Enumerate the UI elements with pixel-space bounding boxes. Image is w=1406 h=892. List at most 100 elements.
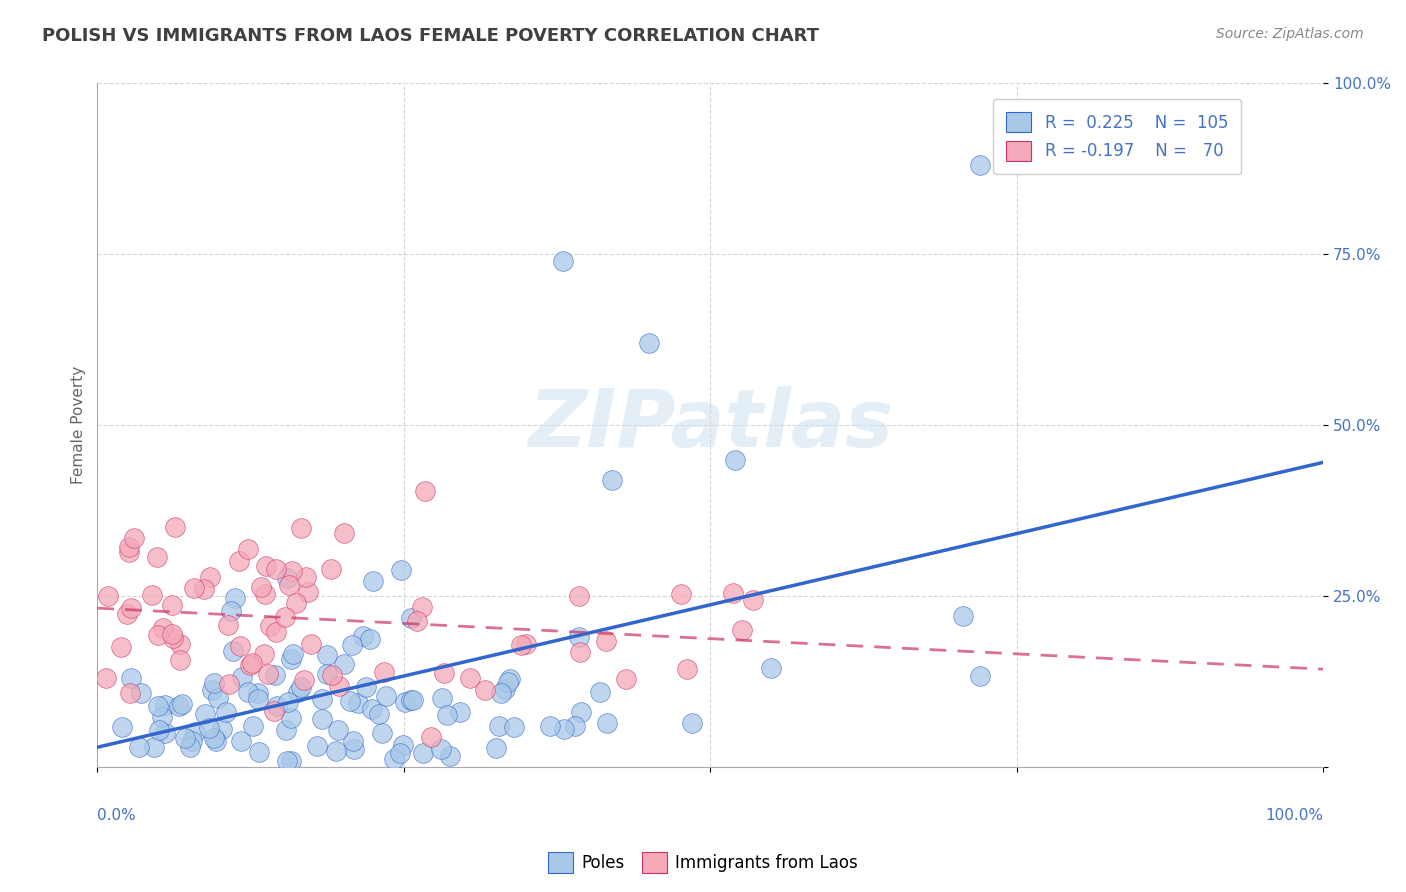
Point [538,719,561,733]
Point [311,692,333,706]
Point [290,680,312,694]
Point [264,562,287,576]
Point [430,691,453,706]
Legend: Poles, Immigrants from Laos: Poles, Immigrants from Laos [541,846,865,880]
Point [146,628,169,642]
Point [162,627,184,641]
Point [181,733,204,747]
Legend: R =  0.225    N =  105, R = -0.197    N =   70: R = 0.225 N = 105, R = -0.197 N = 70 [993,99,1241,174]
Point [128,739,150,754]
Point [202,731,225,746]
Point [155,726,177,740]
Point [148,723,170,737]
Point [122,531,145,545]
Point [198,721,221,735]
Point [231,669,253,683]
Point [412,747,434,761]
Point [347,696,370,710]
Point [295,569,318,583]
Point [553,254,575,268]
Point [388,747,411,761]
Point [263,704,285,718]
Point [389,563,412,577]
Point [436,708,458,723]
Point [198,569,221,583]
Point [420,731,443,745]
Point [242,719,264,733]
Point [368,707,391,722]
Point [280,651,302,665]
Point [183,582,205,596]
Point [224,591,246,605]
Point [361,574,384,588]
Point [263,667,285,681]
Point [160,598,183,612]
Point [97,590,120,604]
Point [297,585,319,599]
Point [391,738,413,752]
Text: Source: ZipAtlas.com: Source: ZipAtlas.com [1216,27,1364,41]
Point [382,751,405,765]
Point [433,666,456,681]
Point [264,624,287,639]
Point [115,607,138,621]
Point [399,611,422,625]
Point [326,723,349,738]
Point [429,742,451,756]
Point [969,159,991,173]
Point [503,720,526,734]
Point [287,685,309,699]
Point [162,631,184,645]
Point [280,754,302,768]
Point [375,690,398,704]
Point [485,741,508,756]
Point [339,694,361,708]
Point [163,520,186,534]
Point [681,716,703,731]
Point [111,720,134,734]
Point [489,686,512,700]
Point [741,592,763,607]
Point [217,617,239,632]
Point [259,619,281,633]
Point [238,541,260,556]
Point [328,679,350,693]
Point [515,637,537,651]
Y-axis label: Female Poverty: Female Poverty [72,367,86,484]
Point [150,710,173,724]
Point [193,582,215,597]
Point [281,564,304,578]
Point [299,637,322,651]
Point [676,662,699,676]
Point [361,702,384,716]
Point [553,723,575,737]
Point [254,559,277,574]
Point [207,691,229,706]
Point [110,640,132,655]
Text: 100.0%: 100.0% [1265,808,1323,823]
Point [316,667,339,681]
Text: 0.0%: 0.0% [97,808,136,823]
Point [222,644,245,658]
Point [723,586,745,600]
Point [311,712,333,726]
Point [246,686,269,700]
Point [413,484,436,499]
Point [568,645,591,659]
Point [254,587,277,601]
Point [460,671,482,685]
Point [94,671,117,685]
Point [600,473,623,487]
Point [373,665,395,679]
Point [215,705,238,719]
Point [952,609,974,624]
Point [152,621,174,635]
Point [201,683,224,698]
Point [564,719,586,733]
Point [596,716,619,731]
Point [595,633,617,648]
Point [174,731,197,745]
Point [146,549,169,564]
Point [238,684,260,698]
Point [169,637,191,651]
